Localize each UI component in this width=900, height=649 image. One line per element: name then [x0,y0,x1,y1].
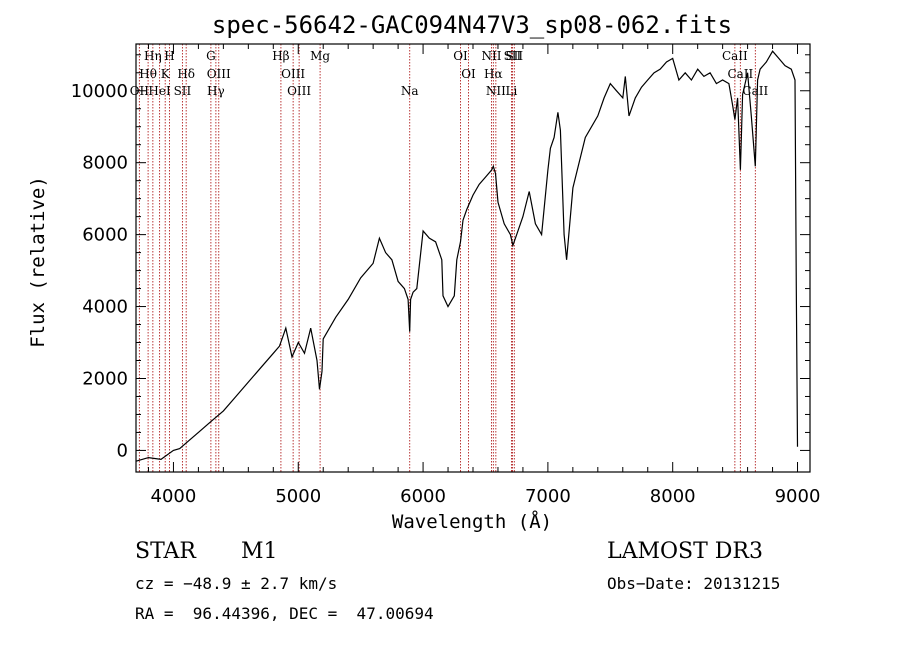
x-tick-label: 7000 [525,486,571,507]
y-tick-label: 2000 [82,368,128,389]
x-axis-label: Wavelength (Å) [392,510,552,533]
plot-area [135,50,799,462]
spectral-line-label: HeI [148,84,171,98]
spectral-line-labels: Hη H Hθ K OII HeI Hδ SII G OIII Hγ Hβ OIII OIII Mg Na OI… [130,49,769,98]
x-axis: 4000 5000 6000 7000 8000 9000 [147,44,821,507]
y-axis: 0 2000 4000 6000 8000 10000 [71,54,810,461]
x-tick-label: 8000 [650,486,696,507]
spectral-line-label: Hα [484,67,503,81]
spectral-line-label: NII [481,49,501,63]
spectral-line-label: Hη [144,49,162,63]
spectral-line-markers [138,44,756,472]
spectral-line-label: CaII [722,49,748,63]
y-tick-label: 10000 [71,81,128,102]
y-tick-label: 8000 [82,153,128,174]
spectral-line-label: OIII [281,67,305,81]
spectral-line-label: SII [174,84,192,98]
observation-date: Obs−Date: 20131215 [607,574,781,593]
spectral-line-label: Mg [310,49,330,63]
spectral-line-label: NII [486,84,506,98]
chart-title: spec-56642-GAC094N47V3_sp08-062.fits [212,11,732,39]
x-tick-label: 4000 [151,486,197,507]
spectral-line-label: CaII [742,84,768,98]
spectral-line-label: OII [130,84,150,98]
spectral-line-label: Hδ [177,67,195,81]
y-tick-label: 4000 [82,297,128,318]
object-class: STAR [135,539,196,564]
plot-frame [135,43,811,473]
redshift-velocity: cz = −48.9 ± 2.7 km/s [135,574,338,593]
spectral-line-label: OI [453,49,468,63]
survey-name: LAMOST DR3 [607,539,763,564]
spectral-line-label: Hθ [139,67,157,81]
y-tick-label: 6000 [82,225,128,246]
spectral-line-label: CaII [727,67,753,81]
spectral-line-label: Hγ [207,84,225,98]
y-tick-label: 0 [117,440,128,461]
spectral-line-label: SII [504,49,522,63]
spectral-line-label: G [206,49,216,63]
spectral-line-label: Hβ [272,49,289,63]
coordinates: RA = 96.44396, DEC = 47.00694 [135,604,434,623]
spectrum-line [135,50,799,462]
x-tick-label: 9000 [775,486,821,507]
spectral-line-label: Na [401,84,419,98]
spectral-line-label: SII [505,49,523,63]
spectral-line-label: OI [461,67,476,81]
spectral-line-label: K [161,67,171,81]
spectrum-chart: spec-56642-GAC094N47V3_sp08-062.fits 400… [27,11,821,533]
spectral-line-label: Li [506,84,518,98]
y-axis-label: Flux (relative) [27,176,49,348]
spectral-line-label: H [164,49,174,63]
object-subclass: M1 [241,539,278,564]
x-tick-label: 6000 [400,486,446,507]
spectral-line-label: OIII [207,67,231,81]
spectral-line-label: OIII [287,84,311,98]
x-tick-label: 5000 [275,486,321,507]
